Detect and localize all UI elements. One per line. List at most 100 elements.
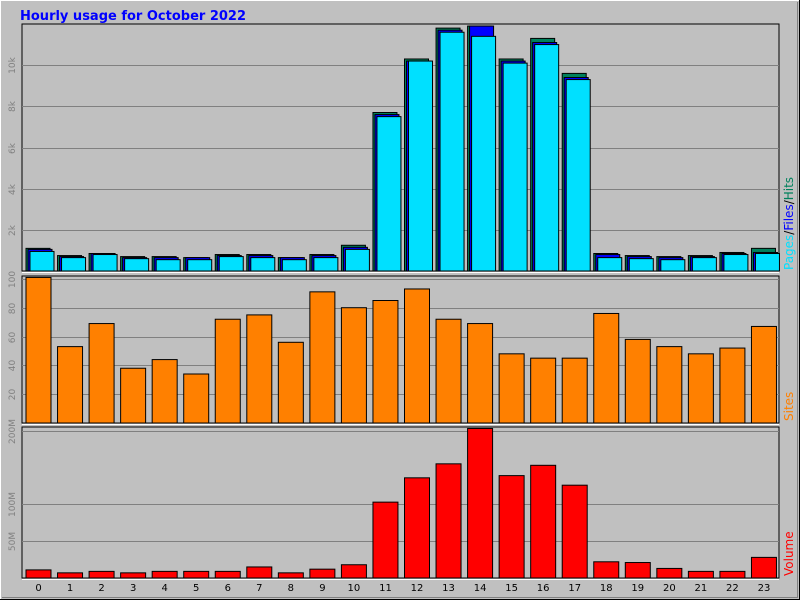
volume-panel: 50M 100M 200M [8, 419, 780, 580]
y-tick-label: 50M [8, 532, 18, 551]
y-tick-label: 80 [8, 303, 18, 315]
y-tick-label: 40 [8, 360, 18, 372]
panel-frame [21, 426, 780, 579]
bar-pages [344, 248, 370, 272]
x-tick-label: 19 [631, 583, 644, 594]
x-tick-label: 17 [568, 583, 581, 594]
bar-pages [281, 259, 307, 272]
bar-sites [404, 288, 430, 424]
x-tick-label: 5 [193, 583, 199, 594]
bar-pages [92, 254, 118, 272]
bar-sites [530, 357, 557, 424]
bar-sites [687, 353, 714, 424]
bar-sites [151, 359, 178, 424]
y-tick-label: 60 [8, 332, 18, 344]
bar-volume [151, 570, 178, 579]
y-tick-label: 4k [8, 183, 18, 195]
bar-volume [435, 463, 462, 579]
bar-volume [277, 572, 304, 579]
bar-pages [61, 257, 87, 272]
bar-sites [25, 276, 52, 424]
bar-volume [120, 572, 147, 579]
x-tick-label: 12 [411, 583, 424, 594]
bar-pages [250, 257, 276, 272]
y-tick-label: 100M [8, 492, 18, 517]
y-tick-label: 6k [8, 142, 18, 154]
bar-sites [624, 338, 651, 424]
chart-title: Hourly usage for October 2022 [20, 9, 246, 24]
bar-volume [656, 567, 683, 579]
x-tick-label: 0 [35, 583, 41, 594]
y-tick-label: 10k [8, 56, 18, 73]
bar-pages [628, 258, 654, 272]
bar-volume [750, 556, 777, 579]
x-tick-label: 23 [758, 583, 771, 594]
bar-volume [183, 570, 210, 579]
x-tick-label: 7 [256, 583, 262, 594]
sites-panel: 20 40 60 80 100 [8, 271, 780, 425]
x-tick-label: 16 [537, 583, 550, 594]
x-tick-label: 11 [379, 583, 392, 594]
x-tick-label: 10 [348, 583, 361, 594]
bar-pages [408, 60, 433, 272]
bar-pages [124, 258, 150, 272]
x-tick-label: 21 [695, 583, 708, 594]
hour-axis: 0 1 2 3 4 5 6 7 8 9 10 11 12 13 14 15 16 17 18 19 20 21 22 23 [35, 583, 770, 594]
y-tick-label: 8k [8, 100, 18, 112]
bar-sites [656, 346, 683, 424]
x-tick-label: 14 [474, 583, 487, 594]
panel-frame [21, 275, 780, 424]
bar-sites [719, 347, 746, 424]
bar-sites [750, 325, 777, 424]
bar-sites [183, 373, 210, 424]
bar-sites [561, 357, 588, 424]
x-tick-label: 4 [161, 583, 167, 594]
bar-sites [57, 346, 84, 424]
x-tick-label: 13 [442, 583, 455, 594]
y-tick-label: 100 [8, 271, 18, 288]
x-tick-label: 20 [663, 583, 676, 594]
legend-separator: / [782, 230, 796, 235]
hits-files-pages-panel: 2k 4k 6k 8k 10k [8, 23, 780, 273]
bar-sites [88, 323, 115, 424]
bar-volume [309, 568, 336, 579]
bar-sites [372, 300, 399, 424]
bar-sites [214, 318, 241, 424]
bar-sites [120, 367, 147, 424]
bar-pages [660, 259, 686, 272]
bar-pages [691, 257, 717, 272]
bar-volume [498, 475, 525, 579]
bar-sites [277, 341, 304, 424]
bar-sites [340, 307, 367, 424]
bar-sites [309, 291, 336, 424]
bar-sites [593, 312, 620, 424]
x-tick-label: 6 [225, 583, 231, 594]
x-tick-label: 18 [600, 583, 613, 594]
x-tick-label: 22 [726, 583, 739, 594]
bar-pages [29, 250, 55, 272]
x-tick-label: 9 [319, 583, 325, 594]
y-tick-label: 200M [8, 419, 18, 444]
bar-volume [372, 501, 399, 579]
bar-volume [561, 484, 588, 579]
x-tick-label: 1 [67, 583, 73, 594]
legend-files: Files [782, 204, 796, 230]
bar-volume [624, 562, 651, 579]
bar-volume [530, 464, 557, 579]
x-tick-label: 15 [505, 583, 518, 594]
bar-pages [754, 253, 780, 272]
x-tick-label: 2 [98, 583, 104, 594]
bar-pages [313, 257, 339, 272]
bar-pages [597, 257, 623, 272]
bar-pages [155, 259, 181, 272]
legend-hits: Hits [782, 177, 796, 200]
bar-volume [719, 570, 746, 579]
bar-pages [502, 62, 528, 272]
legend-pages-files-hits: Pages/Files/Hits [782, 177, 796, 270]
bar-volume [214, 570, 241, 579]
x-tick-label: 3 [130, 583, 136, 594]
bar-sites [246, 314, 273, 424]
